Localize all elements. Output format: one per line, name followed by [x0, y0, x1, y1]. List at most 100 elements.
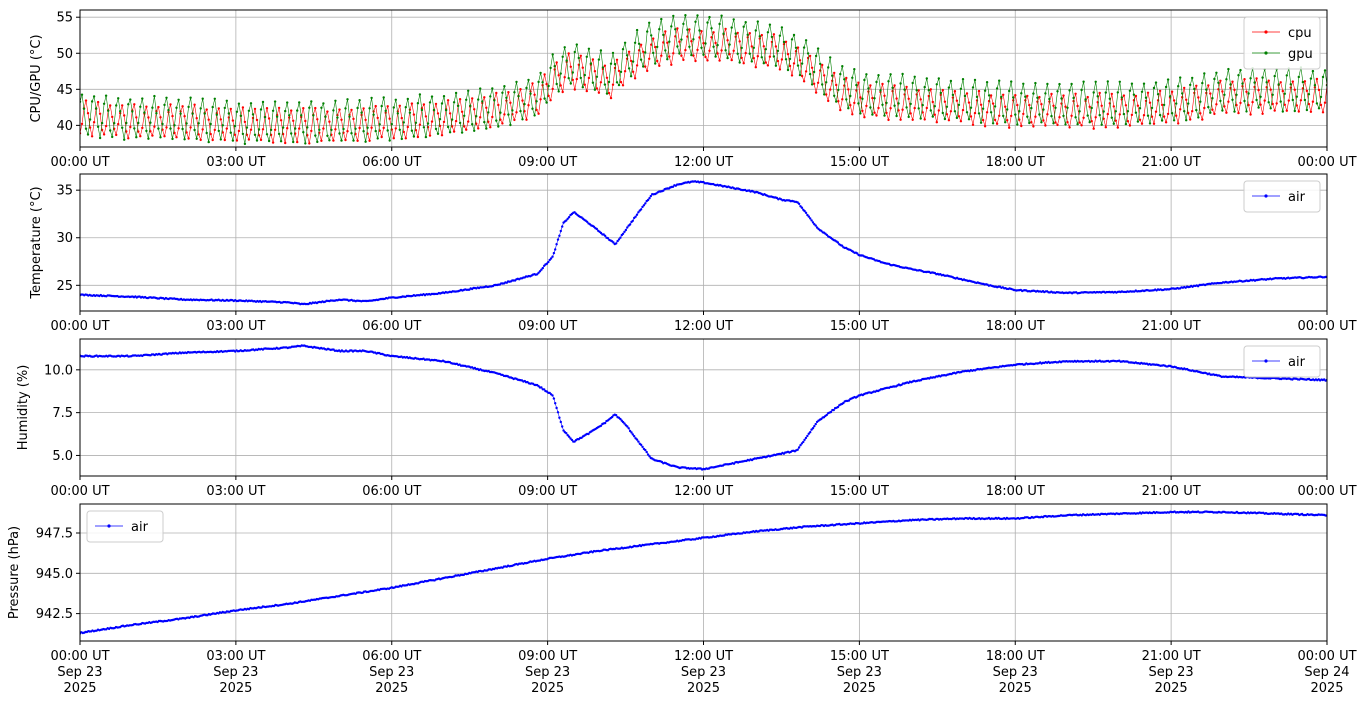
data-point	[477, 98, 480, 101]
data-point	[1281, 89, 1285, 93]
data-point	[662, 33, 665, 37]
data-point	[682, 22, 685, 26]
data-point	[227, 116, 230, 119]
data-point	[1058, 116, 1061, 119]
data-point	[780, 58, 784, 61]
data-point	[555, 406, 558, 410]
data-point	[153, 94, 156, 98]
data-point	[800, 442, 804, 445]
data-point	[1255, 77, 1258, 80]
data-point	[1120, 96, 1124, 99]
data-point	[812, 82, 816, 86]
data-point	[499, 118, 502, 121]
data-point	[1227, 67, 1230, 71]
x-tick-label: 00:00 UT Sep 23 2025	[50, 649, 109, 696]
data-point	[418, 123, 422, 126]
data-point	[796, 448, 799, 451]
data-point	[861, 109, 864, 113]
data-point	[463, 125, 466, 128]
data-point	[487, 111, 490, 114]
data-point	[1152, 122, 1156, 126]
data-point	[412, 113, 416, 116]
data-point	[762, 45, 765, 48]
x-tick-label: 21:00 UT Sep 23 2025	[1142, 649, 1201, 696]
data-point	[163, 135, 166, 138]
data-point	[1229, 83, 1232, 86]
data-point	[517, 95, 520, 98]
data-point	[664, 30, 667, 33]
data-point	[979, 121, 983, 124]
data-point	[277, 106, 281, 110]
data-point	[1016, 103, 1019, 107]
data-point	[933, 113, 936, 116]
data-point	[479, 87, 482, 90]
data-point	[1319, 95, 1323, 99]
data-point	[279, 119, 283, 122]
data-point	[151, 106, 154, 109]
x-tick-label: 18:00 UT	[986, 155, 1045, 170]
data-point	[776, 49, 780, 53]
data-point	[849, 104, 852, 107]
legend-label-air: air	[1288, 190, 1306, 205]
data-point	[646, 453, 650, 456]
data-point	[551, 53, 554, 56]
data-point	[1189, 83, 1192, 87]
data-point	[80, 93, 84, 96]
data-point	[1291, 98, 1295, 102]
data-point	[100, 121, 104, 125]
data-point	[523, 102, 526, 106]
data-point	[312, 114, 315, 117]
data-point	[628, 429, 632, 433]
data-point	[86, 112, 90, 115]
data-point	[1042, 108, 1045, 111]
data-point	[760, 33, 763, 37]
data-point	[981, 107, 985, 110]
legend-swatch-marker	[107, 524, 111, 528]
data-point	[1148, 101, 1152, 104]
data-point	[257, 128, 261, 131]
data-point	[1249, 77, 1252, 80]
data-point	[831, 74, 834, 77]
data-point	[450, 125, 454, 128]
data-point	[631, 70, 635, 74]
data-point	[442, 95, 446, 98]
data-point	[547, 94, 550, 98]
data-point	[284, 141, 287, 145]
data-point	[475, 122, 478, 125]
data-point	[540, 386, 543, 389]
data-point	[825, 81, 828, 84]
data-point	[676, 27, 679, 30]
data-point	[332, 139, 335, 142]
data-point	[1078, 110, 1081, 113]
data-point	[939, 91, 942, 95]
data-point	[1195, 84, 1198, 88]
data-point	[428, 134, 432, 137]
data-point	[1102, 110, 1105, 113]
data-point	[1050, 114, 1053, 118]
x-tick-label: 09:00 UT Sep 23 2025	[518, 649, 577, 696]
data-point	[607, 91, 611, 95]
data-point	[129, 125, 132, 129]
data-point	[827, 99, 830, 103]
data-point	[1247, 92, 1250, 95]
data-point	[843, 78, 846, 81]
data-point	[92, 95, 96, 98]
data-point	[1082, 80, 1085, 83]
x-tick-label: 00:00 UT	[50, 484, 109, 499]
data-point	[561, 425, 564, 428]
data-point	[398, 128, 401, 131]
legend-box	[86, 510, 164, 543]
data-point	[833, 71, 836, 75]
data-point	[587, 47, 591, 50]
data-point	[177, 98, 180, 102]
legend-label-air: air	[131, 520, 149, 535]
y-tick-label: 947.5	[36, 527, 73, 542]
data-point	[839, 108, 842, 112]
data-point	[1295, 104, 1299, 107]
data-point	[239, 114, 243, 118]
data-point	[797, 446, 801, 449]
data-point	[631, 219, 634, 222]
data-point	[1038, 95, 1041, 99]
data-point	[611, 51, 615, 55]
data-point	[752, 46, 755, 49]
